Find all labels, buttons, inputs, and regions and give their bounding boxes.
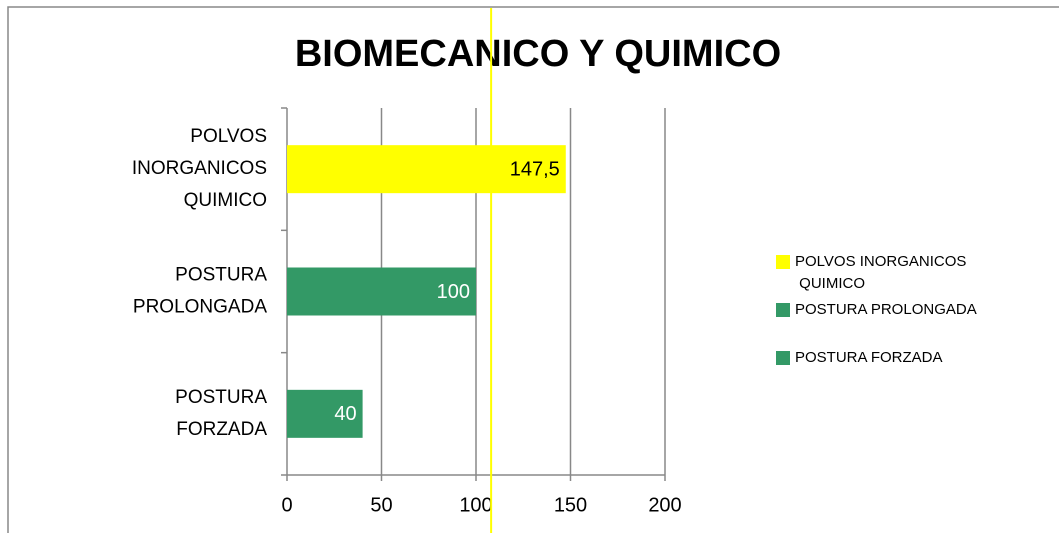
x-tick-label: 0 (281, 494, 292, 516)
x-tick-label: 200 (648, 494, 681, 516)
legend-label: POSTURA FORZADA (795, 349, 943, 366)
y-tick-label: POSTURA FORZADA (171, 387, 267, 440)
x-tick-label: 150 (554, 494, 587, 516)
bar (287, 267, 476, 316)
x-tick-label: 50 (370, 494, 392, 516)
value-label: 40 (334, 403, 356, 425)
chart-title: BIOMECANICO Y QUIMICO (295, 33, 781, 75)
value-label: 100 (437, 281, 470, 303)
legend-label: POSTURA PROLONGADA (795, 301, 977, 318)
x-tick-label: 100 (459, 494, 492, 516)
legend-swatch (776, 255, 790, 269)
bar (287, 145, 566, 194)
y-tick-label: POLVOS INORGANICOS QUIMICO (127, 126, 267, 211)
value-label: 147,5 (510, 158, 560, 180)
legend-label: POLVOS INORGANICOS QUIMICO (795, 253, 966, 292)
legend-swatch (776, 303, 790, 317)
legend-swatch (776, 351, 790, 365)
y-tick-label: POSTURA PROLONGADA (128, 265, 268, 318)
chart-border (7, 6, 1059, 533)
bar (287, 389, 363, 438)
